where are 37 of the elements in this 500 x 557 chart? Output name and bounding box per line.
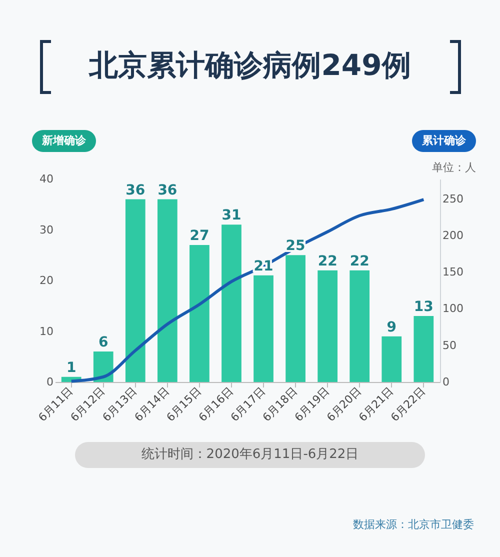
y-tick-label: 0 bbox=[46, 376, 54, 388]
bar bbox=[254, 275, 274, 382]
data-label: 1 bbox=[66, 360, 76, 376]
text: 单位：人 bbox=[432, 160, 476, 175]
bar bbox=[157, 199, 178, 382]
source-note: 数据来源：北京市卫健委 bbox=[353, 517, 474, 532]
bar bbox=[414, 316, 434, 382]
text: 统计时间：2020年6月11日-6月22日 bbox=[75, 442, 425, 468]
bar bbox=[190, 244, 210, 382]
data-label: 13 bbox=[414, 299, 434, 316]
data-label: 6 bbox=[98, 334, 108, 351]
y2-tick-label: 0 bbox=[442, 376, 450, 388]
data-label: 36 bbox=[158, 182, 178, 198]
y2-tick-label: 50 bbox=[442, 338, 456, 352]
bar bbox=[286, 255, 306, 382]
bar bbox=[222, 224, 242, 382]
y-tick-label: 30 bbox=[40, 223, 54, 236]
y-axis-title: 新增确诊 bbox=[32, 130, 96, 152]
y2-tick-label: 150 bbox=[442, 266, 464, 279]
y-tick-label: 10 bbox=[40, 324, 54, 338]
bar bbox=[350, 270, 370, 382]
data-label: 27 bbox=[190, 228, 210, 244]
data-label: 22 bbox=[350, 253, 370, 270]
y2-tick-label: 250 bbox=[442, 192, 464, 206]
y2-tick-label: 200 bbox=[442, 228, 464, 242]
chart-title: 北京累计确诊病例249例 bbox=[88, 47, 412, 84]
bar bbox=[125, 199, 146, 382]
y2-axis-title: 累计确诊 bbox=[412, 130, 476, 152]
bar bbox=[318, 270, 338, 382]
y-tick-label: 20 bbox=[40, 274, 54, 287]
data-label: 9 bbox=[386, 319, 397, 336]
y2-tick-label: 100 bbox=[442, 302, 464, 316]
data-label: 22 bbox=[318, 253, 338, 270]
y-tick-label: 40 bbox=[40, 172, 54, 186]
data-label: 31 bbox=[222, 208, 242, 224]
bar bbox=[382, 336, 402, 382]
data-label: 36 bbox=[126, 182, 146, 198]
